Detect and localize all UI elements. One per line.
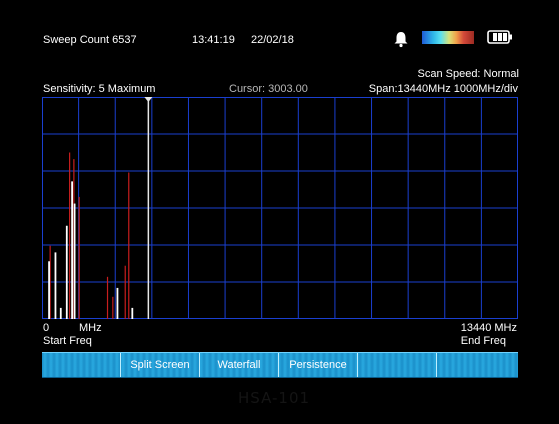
end-freq-label: End Freq	[460, 335, 506, 347]
live-trace	[48, 181, 134, 319]
softkey-1[interactable]	[42, 353, 119, 377]
sensitivity-readout: Sensitivity: 5 Maximum	[43, 83, 156, 95]
battery-icon	[487, 30, 512, 44]
softkey-persistence[interactable]: Persistence	[278, 353, 357, 377]
softkey-waterfall[interactable]: Waterfall	[199, 353, 278, 377]
cursor-readout: Cursor: 3003.00	[229, 83, 308, 95]
plot-grid	[42, 97, 518, 319]
bell-icon[interactable]	[392, 30, 410, 48]
start-freq-unit: MHz	[79, 322, 102, 334]
end-freq-value: 13440 MHz	[460, 322, 517, 334]
softkey-split-screen[interactable]: Split Screen	[120, 353, 199, 377]
start-freq-label: Start Freq	[43, 335, 92, 347]
sweep-count: Sweep Count 6537	[43, 34, 137, 46]
model-watermark: HSA-101	[238, 389, 311, 407]
clock-time: 13:41:19	[192, 34, 235, 46]
softkey-5[interactable]	[357, 353, 436, 377]
clock-date: 22/02/18	[251, 34, 294, 46]
span-readout: Span:13440MHz 1000MHz/div	[368, 83, 518, 95]
scan-speed: Scan Speed: Normal	[417, 68, 520, 80]
start-freq-value: 0	[43, 322, 50, 334]
cursor-marker	[144, 97, 153, 102]
softkey-bar: Split Screen Waterfall Persistence	[42, 352, 518, 378]
color-scale-bar	[422, 31, 474, 44]
softkey-6[interactable]	[436, 353, 519, 377]
spectrum-plot[interactable]	[42, 97, 518, 319]
